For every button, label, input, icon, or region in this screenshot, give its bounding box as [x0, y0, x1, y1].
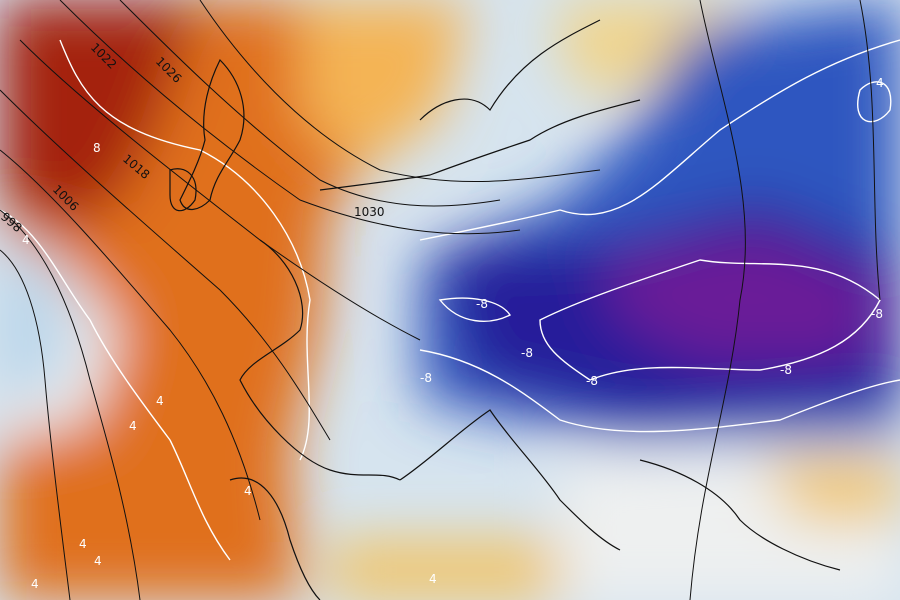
isotherm-label: 4 — [156, 394, 164, 408]
isotherm-label: 8 — [93, 141, 101, 155]
isotherm-label: -8 — [476, 297, 488, 311]
isotherm — [419, 39, 900, 241]
isobar — [59, 0, 521, 235]
isobar — [0, 149, 261, 521]
isotherm — [539, 259, 881, 381]
coastline — [399, 19, 621, 551]
isobars — [0, 0, 881, 600]
coastline — [229, 459, 841, 600]
isotherm-labels: 8 4 -8 -8 -8 -8 -8 -8 4 4 4 4 4 4 4 4 — [22, 76, 884, 591]
isotherm — [438, 297, 512, 322]
isotherm-label: -8 — [586, 374, 598, 388]
coastline — [239, 99, 641, 481]
isotherm-label: 4 — [94, 554, 102, 568]
isotherm-label: 4 — [244, 484, 252, 498]
isobar — [0, 209, 141, 600]
isobar-label: 1030 — [354, 205, 385, 219]
isobar — [859, 0, 881, 301]
isotherm-label: 4 — [79, 537, 87, 551]
coastline — [169, 168, 197, 212]
isotherm — [857, 81, 892, 123]
isotherm — [419, 349, 900, 433]
isotherm — [59, 39, 311, 461]
isobar — [119, 0, 501, 207]
isobar — [199, 0, 601, 183]
isotherm-label: 4 — [22, 233, 30, 247]
isotherm-contours — [0, 39, 900, 561]
isotherm-label: 4 — [129, 419, 137, 433]
isotherm-label: 4 — [429, 572, 437, 586]
isotherm-label: -8 — [521, 346, 533, 360]
coastlines — [169, 19, 841, 600]
isotherm-label: 4 — [876, 76, 884, 90]
isotherm-label: -8 — [780, 363, 792, 377]
isotherm-label: -8 — [420, 371, 432, 385]
isotherm — [0, 209, 231, 561]
isotherm-label: 4 — [31, 577, 39, 591]
coastline — [179, 58, 245, 210]
isobar — [689, 0, 746, 600]
isobar — [19, 39, 421, 341]
isobar — [0, 249, 71, 600]
isobar — [0, 89, 331, 441]
isotherm-label: -8 — [871, 307, 883, 321]
